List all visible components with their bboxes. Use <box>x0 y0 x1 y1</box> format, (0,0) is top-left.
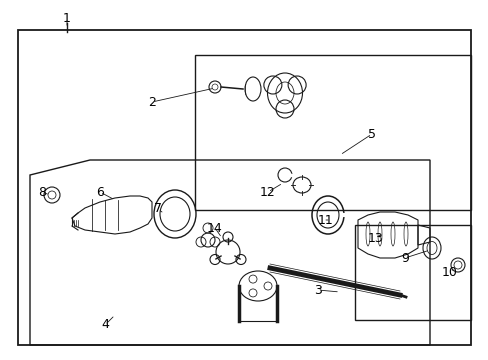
Text: 3: 3 <box>313 284 321 297</box>
Text: 9: 9 <box>400 252 408 265</box>
Text: 6: 6 <box>96 185 104 198</box>
Text: 2: 2 <box>148 95 156 108</box>
Text: 7: 7 <box>154 202 162 216</box>
Text: 13: 13 <box>367 231 383 244</box>
Text: 8: 8 <box>38 185 46 198</box>
Text: 11: 11 <box>318 213 333 226</box>
Text: 10: 10 <box>441 266 457 279</box>
Text: 14: 14 <box>207 221 223 234</box>
Text: 1: 1 <box>63 12 71 24</box>
Text: 4: 4 <box>101 319 109 332</box>
Text: 12: 12 <box>260 185 275 198</box>
Text: 5: 5 <box>367 127 375 140</box>
